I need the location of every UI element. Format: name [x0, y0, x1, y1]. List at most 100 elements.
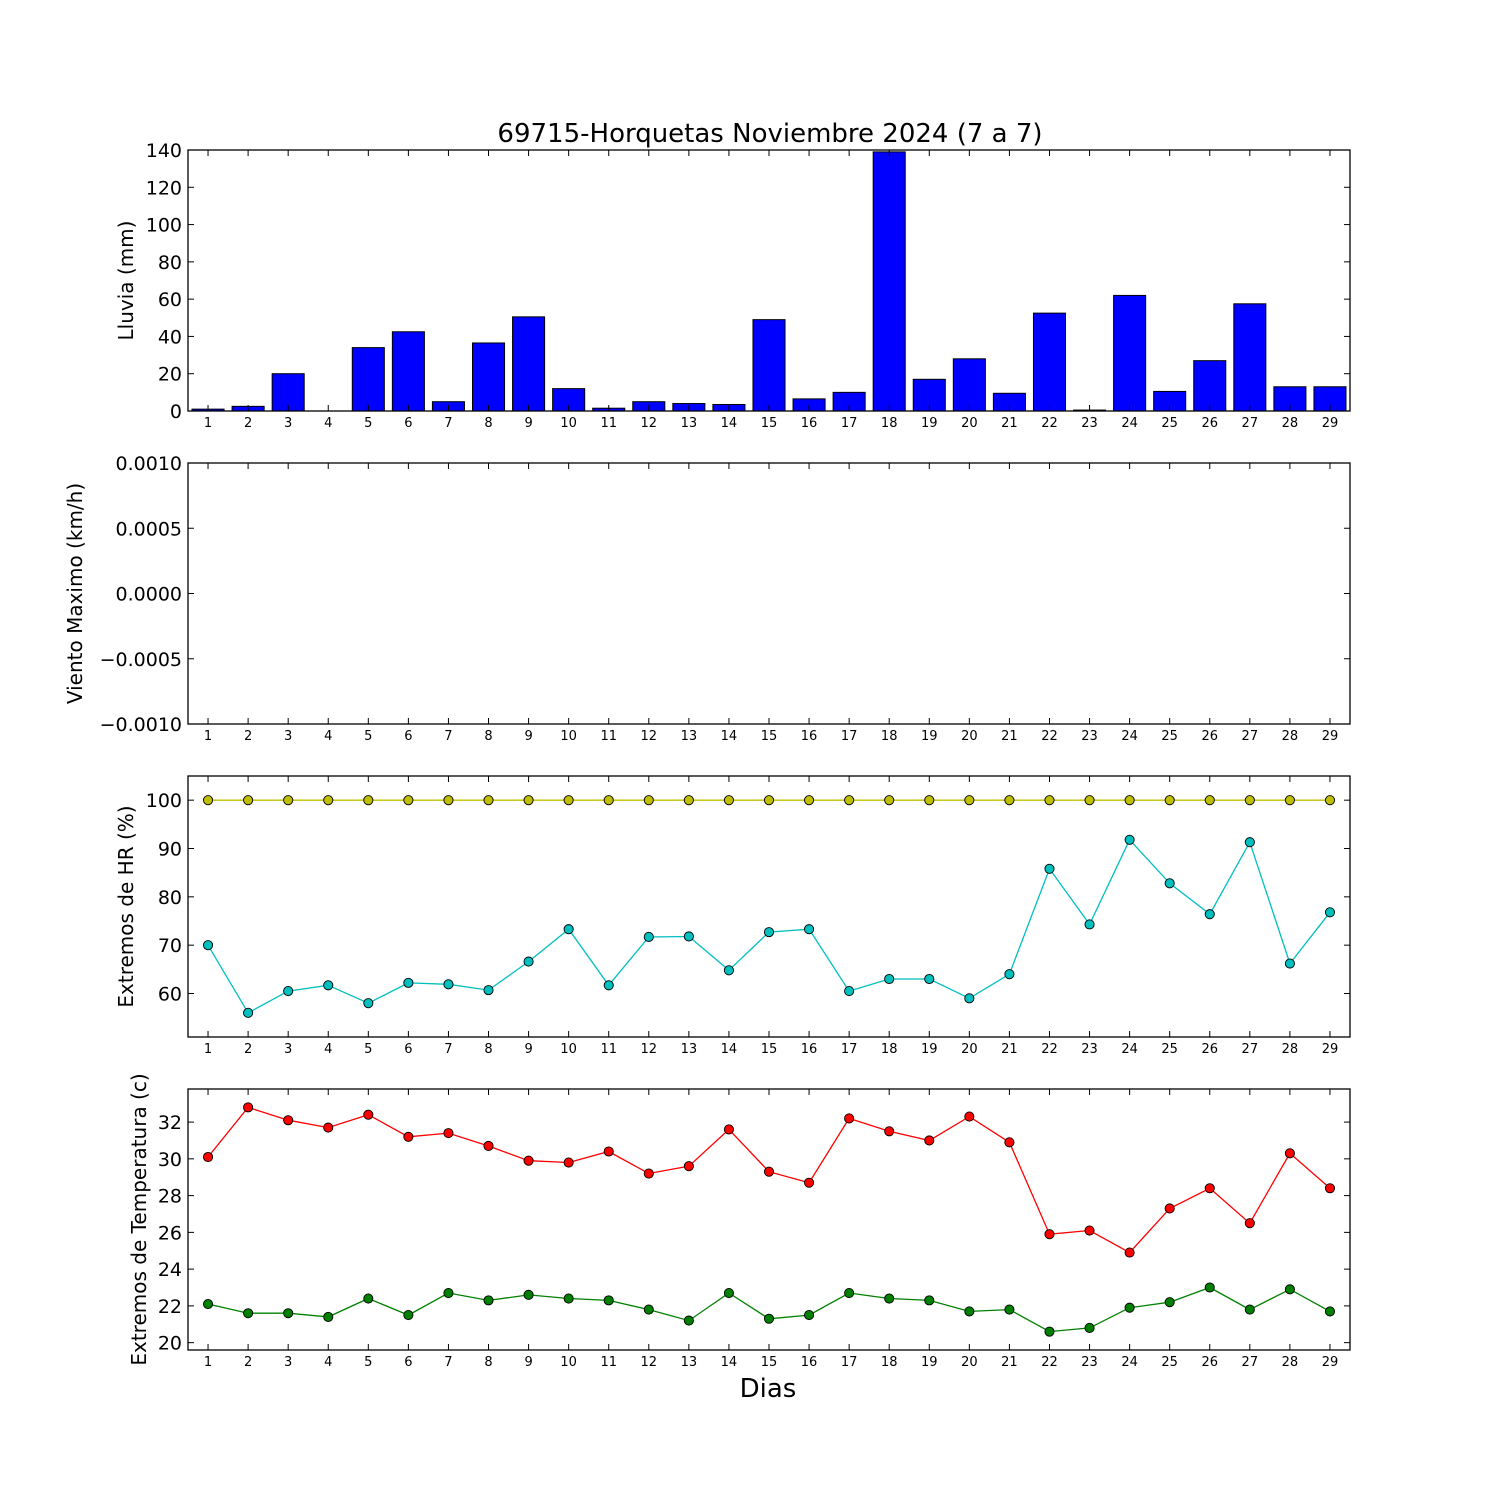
temperature-x-tick-label-11: 11 — [600, 1355, 617, 1370]
temperature-series-2-point-day-20 — [964, 1306, 975, 1317]
temperature-series-2-point-day-27 — [1244, 1304, 1255, 1315]
temperature-x-tick-label-18: 18 — [881, 1355, 898, 1370]
temperature-x-tick-label-24: 24 — [1121, 1355, 1138, 1370]
rain-x-tick-label-23: 23 — [1081, 416, 1098, 431]
temperature-series-1-point-day-4 — [323, 1122, 334, 1133]
humidity-series-1-point-day-21 — [1004, 795, 1015, 806]
humidity-x-tick-label-17: 17 — [841, 1042, 858, 1057]
temperature-series-2-point-day-13 — [683, 1315, 694, 1326]
temperature-x-tick-label-15: 15 — [761, 1355, 778, 1370]
rain-bar-day-26 — [1193, 360, 1227, 412]
wind-y-tick-label-4: 0.0010 — [116, 453, 182, 475]
temperature-series-1-point-day-7 — [443, 1128, 454, 1139]
temperature-x-tick-label-10: 10 — [560, 1355, 577, 1370]
rain-y-tick-label-4: 80 — [158, 252, 182, 274]
humidity-x-tick-label-13: 13 — [681, 1042, 698, 1057]
humidity-x-tick-label-18: 18 — [881, 1042, 898, 1057]
temperature-x-tick-label-6: 6 — [404, 1355, 412, 1370]
rain-x-tick-label-25: 25 — [1161, 416, 1178, 431]
wind-x-tick-label-16: 16 — [801, 729, 818, 744]
humidity-x-tick-label-11: 11 — [600, 1042, 617, 1057]
temperature-x-tick-label-14: 14 — [721, 1355, 738, 1370]
temperature-x-tick-label-9: 9 — [524, 1355, 532, 1370]
temperature-y-tick-label-4: 28 — [158, 1186, 182, 1208]
humidity-series-2-point-day-17 — [844, 986, 855, 997]
humidity-series-1-point-day-3 — [283, 795, 294, 806]
humidity-series-1-point-day-17 — [844, 795, 855, 806]
wind-x-tick-label-26: 26 — [1201, 729, 1218, 744]
rain-x-tick-label-16: 16 — [801, 416, 818, 431]
rain-y-axis-label: Lluvia (mm) — [114, 221, 138, 341]
humidity-series-2-point-day-13 — [683, 931, 694, 942]
humidity-series-1-point-day-13 — [683, 795, 694, 806]
temperature-series-1-point-day-22 — [1044, 1229, 1055, 1240]
wind-x-tick-label-27: 27 — [1242, 729, 1259, 744]
humidity-x-tick-label-5: 5 — [364, 1042, 372, 1057]
humidity-series-1-point-day-29 — [1324, 795, 1336, 806]
temperature-series-1-point-day-29 — [1324, 1183, 1336, 1194]
x-axis-label: Dias — [740, 1374, 797, 1404]
temperature-y-tick-label-6: 32 — [158, 1112, 182, 1134]
rain-bar-day-3 — [271, 373, 305, 412]
temperature-series-1-point-day-20 — [964, 1111, 975, 1122]
humidity-series-2-point-day-7 — [443, 979, 454, 990]
rain-x-tick-label-28: 28 — [1282, 416, 1299, 431]
temperature-series-2-point-day-19 — [924, 1295, 935, 1306]
temperature-series-2-point-day-6 — [403, 1310, 414, 1321]
temperature-series-1-point-day-6 — [403, 1131, 414, 1142]
humidity-x-tick-label-12: 12 — [641, 1042, 658, 1057]
temperature-x-tick-label-13: 13 — [681, 1355, 698, 1370]
humidity-series-1-point-day-25 — [1164, 795, 1175, 806]
temperature-series-2-point-day-5 — [363, 1293, 374, 1304]
temperature-series-1-point-day-18 — [884, 1126, 895, 1137]
humidity-series-2-point-day-16 — [804, 924, 815, 935]
humidity-series-2-point-day-14 — [723, 965, 734, 976]
rain-x-tick-label-22: 22 — [1041, 416, 1058, 431]
humidity-series-1-point-day-23 — [1084, 795, 1095, 806]
humidity-series-1-point-day-1 — [202, 795, 214, 806]
temperature-series-2-point-day-7 — [443, 1287, 454, 1299]
humidity-series-1-point-day-7 — [443, 795, 454, 806]
rain-x-tick-label-2: 2 — [244, 416, 252, 431]
humidity-series-2-point-day-28 — [1284, 958, 1295, 969]
humidity-x-tick-label-8: 8 — [484, 1042, 492, 1057]
temperature-y-axis-label: Extremos de Temperatura (c) — [127, 1073, 151, 1365]
humidity-x-tick-label-1: 1 — [204, 1042, 212, 1057]
humidity-series-2-point-day-15 — [763, 927, 775, 938]
rain-y-tick-label-6: 120 — [146, 177, 182, 199]
wind-y-axis-label: Viento Maximo (km/h) — [63, 483, 87, 704]
humidity-y-tick-label-4: 100 — [146, 790, 182, 812]
humidity-series-1-point-day-16 — [804, 795, 815, 806]
temperature-x-tick-label-4: 4 — [324, 1355, 332, 1370]
humidity-series-1-point-day-6 — [403, 795, 414, 806]
temperature-series-1-point-day-26 — [1204, 1183, 1215, 1194]
temperature-x-tick-label-27: 27 — [1242, 1355, 1259, 1370]
humidity-y-tick-label-0: 60 — [158, 984, 182, 1006]
temperature-x-tick-label-28: 28 — [1282, 1355, 1299, 1370]
temperature-series-2-point-day-18 — [884, 1293, 895, 1304]
temperature-x-tick-label-20: 20 — [961, 1355, 978, 1370]
humidity-x-tick-label-29: 29 — [1322, 1042, 1339, 1057]
humidity-series-2-point-day-21 — [1004, 969, 1015, 980]
temperature-x-tick-label-29: 29 — [1322, 1355, 1339, 1370]
humidity-series-2-point-day-18 — [884, 973, 895, 985]
temperature-series-2-point-day-17 — [844, 1287, 855, 1299]
wind-x-tick-label-2: 2 — [244, 729, 252, 744]
rain-x-tick-label-15: 15 — [761, 416, 778, 431]
humidity-series-2-point-day-25 — [1164, 878, 1175, 889]
temperature-y-tick-label-5: 30 — [158, 1149, 182, 1171]
temperature-series-2-point-day-3 — [283, 1308, 294, 1319]
rain-x-tick-label-1: 1 — [204, 416, 212, 431]
rain-bar-day-24 — [1113, 294, 1147, 412]
humidity-series-2-point-day-20 — [964, 993, 975, 1004]
rain-x-tick-label-4: 4 — [324, 416, 332, 431]
humidity-y-tick-label-2: 80 — [158, 887, 182, 909]
temperature-series-1-point-day-19 — [924, 1135, 935, 1146]
humidity-x-tick-label-20: 20 — [961, 1042, 978, 1057]
wind-x-tick-label-12: 12 — [641, 729, 658, 744]
rain-x-tick-label-9: 9 — [524, 416, 532, 431]
temperature-series-2-point-day-11 — [603, 1295, 614, 1306]
humidity-series-2-point-day-11 — [603, 980, 614, 991]
rain-x-tick-label-13: 13 — [681, 416, 698, 431]
humidity-series-2-point-day-1 — [202, 940, 214, 951]
